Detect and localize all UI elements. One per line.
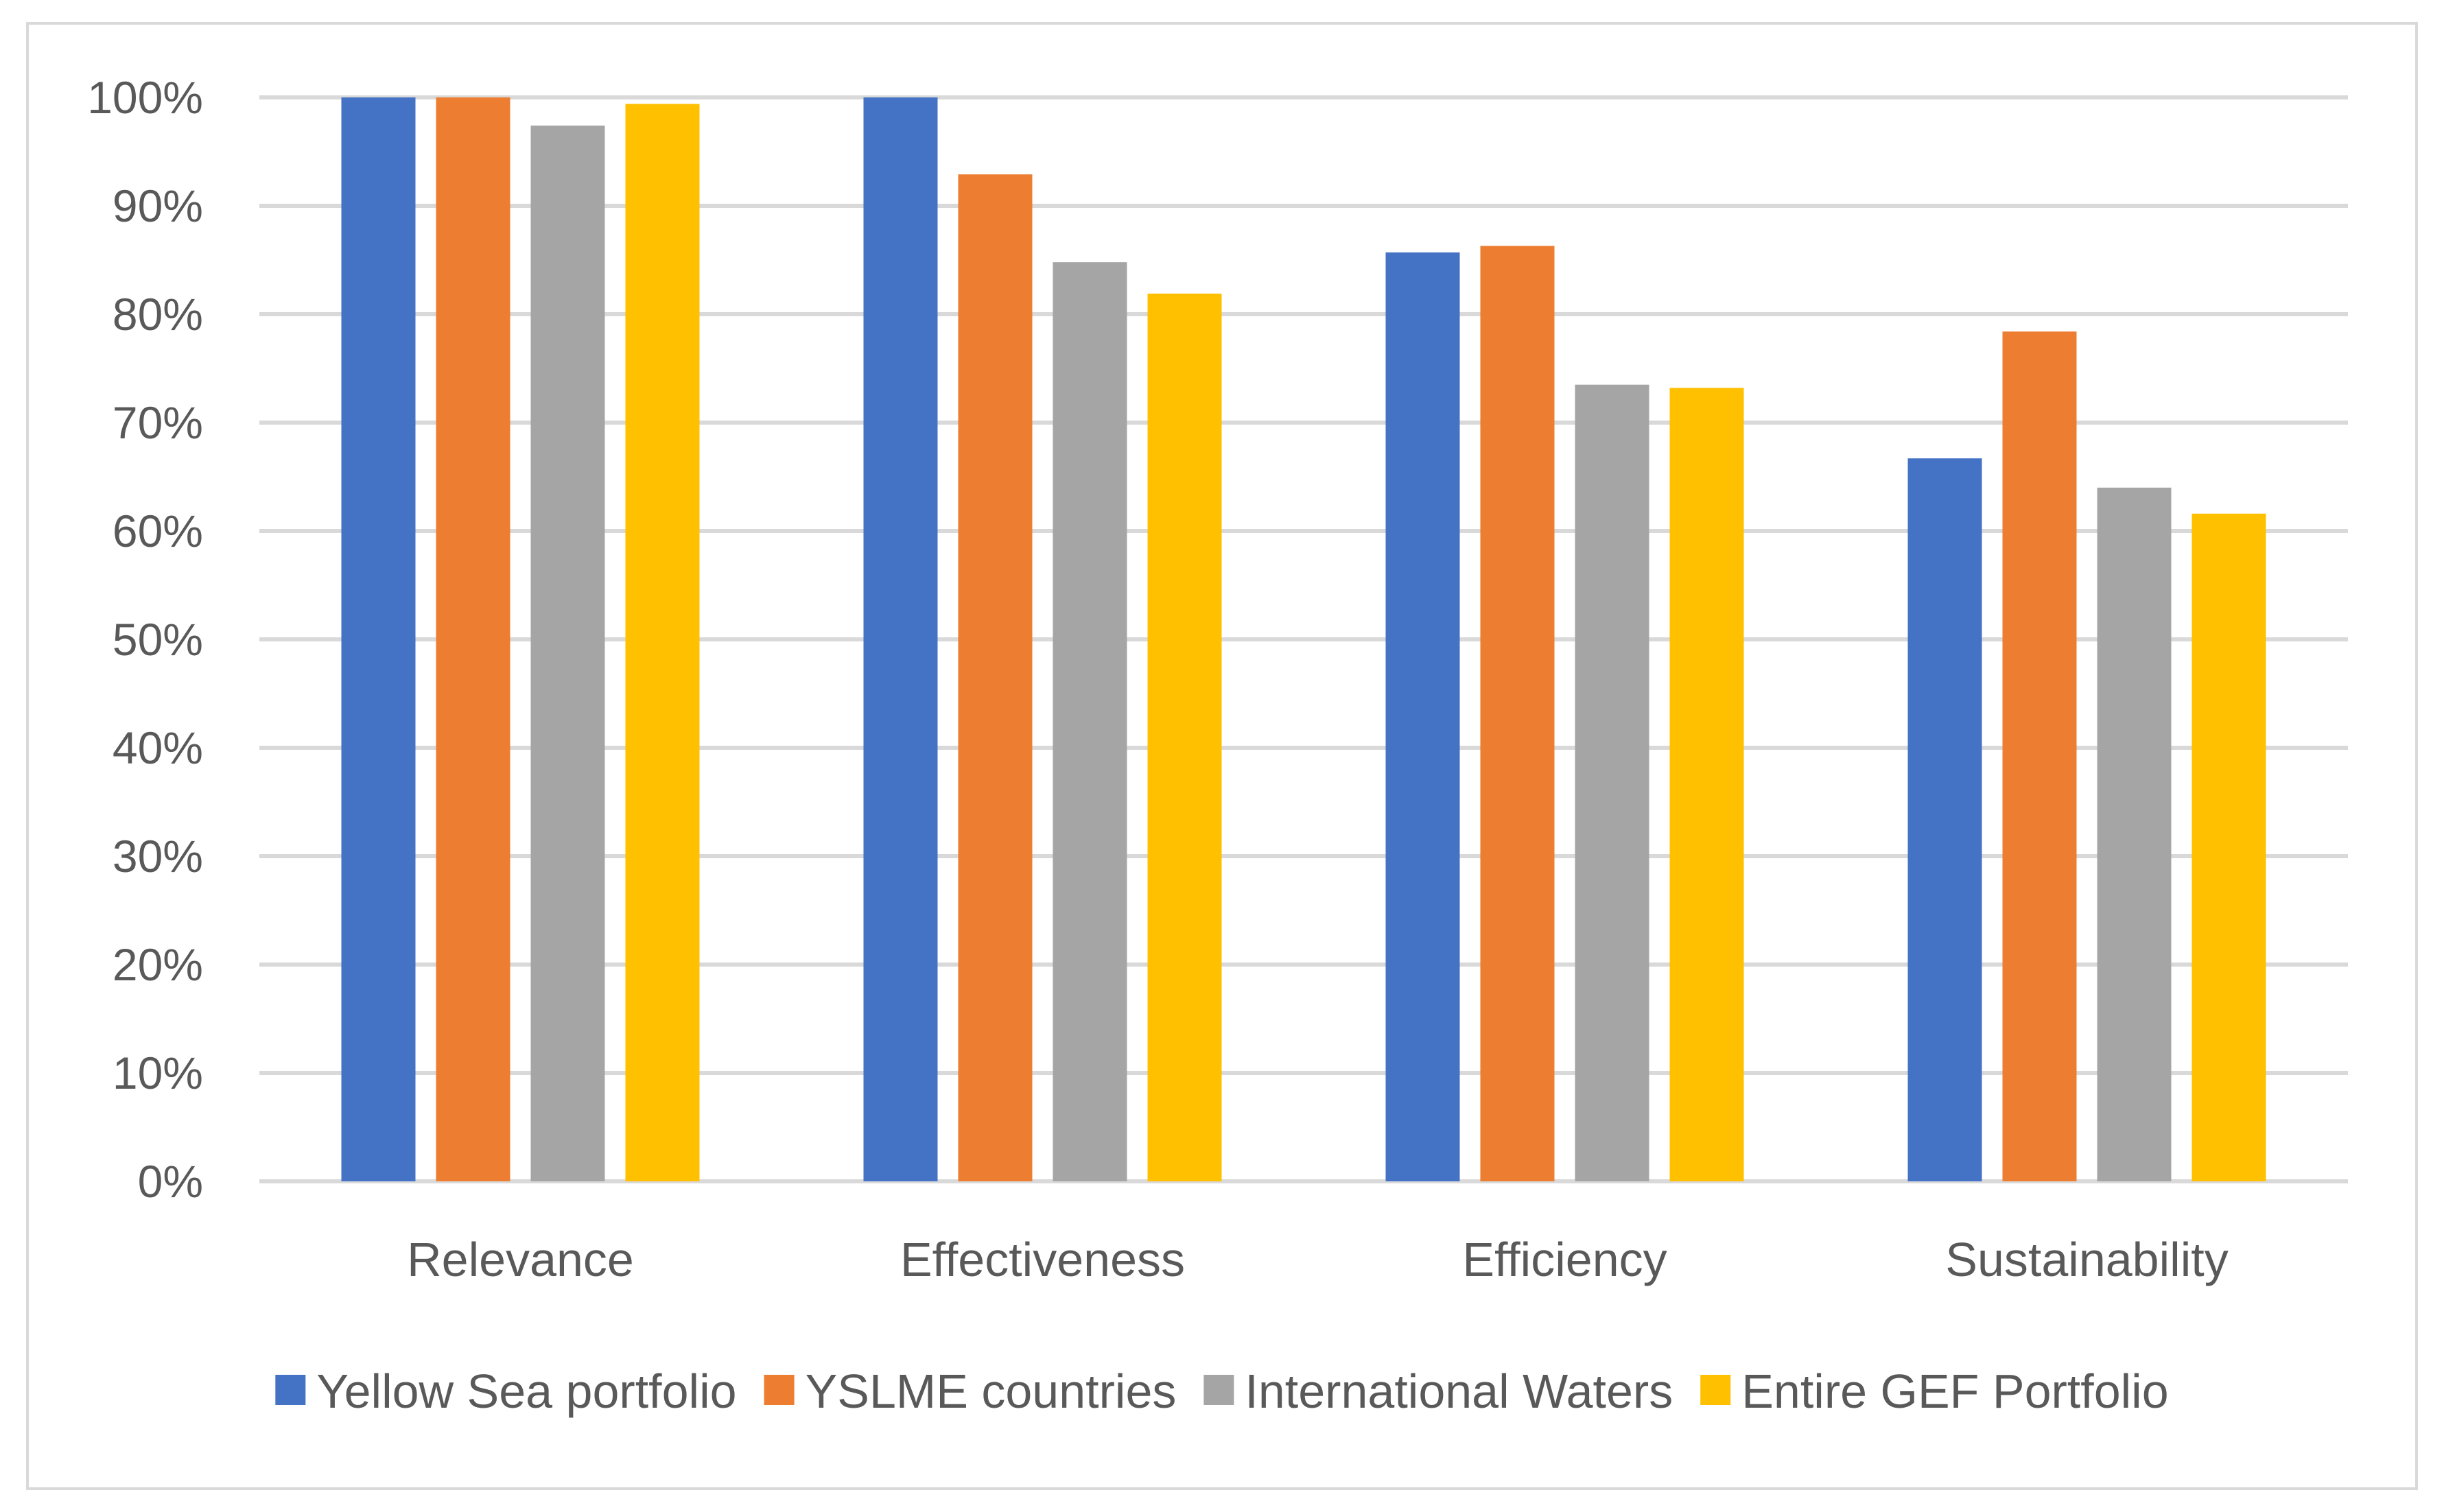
bar-relevance-international-waters [530, 126, 605, 1182]
x-axis-category-labels: Relevance Effectiveness Efficiency Sustaina… [407, 1233, 2229, 1286]
y-tick-label: 60% [113, 506, 203, 556]
x-tick-label-relevance: Relevance [407, 1233, 634, 1286]
bar-efficiency-entire-gef-portfolio [1669, 388, 1744, 1182]
y-axis-tick-labels: 0% 10% 20% 30% 40% 50% 60% 70% 80% 90% 100% [87, 72, 203, 1207]
legend-item: Entire GEF Portfolio [1700, 1365, 2169, 1418]
legend-swatch [275, 1375, 306, 1405]
y-tick-label: 50% [113, 614, 203, 665]
y-tick-label: 0% [138, 1156, 203, 1207]
bar-effectiveness-entire-gef-portfolio [1147, 293, 1222, 1182]
x-tick-label-efficiency: Efficiency [1462, 1233, 1667, 1286]
bar-efficiency-yellow-sea-portfolio [1385, 252, 1460, 1182]
bar-sustainability-yellow-sea-portfolio [1907, 458, 1982, 1181]
bar-sustainability-yslme-countries [2002, 331, 2077, 1181]
legend-swatch [1700, 1375, 1731, 1405]
bar-relevance-entire-gef-portfolio [625, 104, 700, 1182]
legend-label: YSLME countries [806, 1365, 1177, 1418]
y-tick-label: 40% [113, 722, 203, 773]
bar-efficiency-yslme-countries [1480, 246, 1555, 1182]
y-tick-label: 70% [113, 397, 203, 448]
x-tick-label-sustainability: Sustainability [1945, 1233, 2228, 1286]
bar-relevance-yellow-sea-portfolio [341, 97, 416, 1181]
legend-item: Yellow Sea portfolio [275, 1365, 737, 1418]
bar-sustainability-entire-gef-portfolio [2192, 513, 2266, 1181]
bar-effectiveness-yslme-countries [958, 174, 1033, 1182]
x-tick-label-effectiveness: Effectiveness [900, 1233, 1185, 1286]
y-tick-label: 20% [113, 939, 203, 990]
gridlines [259, 95, 2348, 1183]
legend-swatch [764, 1375, 795, 1405]
legend-item: YSLME countries [764, 1365, 1177, 1418]
y-tick-label: 30% [113, 831, 203, 882]
legend-label: International Waters [1245, 1365, 1673, 1418]
y-tick-label: 100% [87, 72, 203, 123]
bar-relevance-yslme-countries [436, 97, 510, 1181]
bars [341, 97, 2266, 1182]
bar-efficiency-international-waters [1575, 384, 1649, 1182]
y-tick-label: 90% [113, 180, 203, 231]
bar-sustainability-international-waters [2097, 487, 2172, 1181]
legend-label: Yellow Sea portfolio [316, 1365, 736, 1418]
legend-item: International Waters [1203, 1365, 1673, 1418]
bar-effectiveness-international-waters [1053, 262, 1127, 1181]
y-tick-label: 10% [113, 1048, 203, 1098]
legend: Yellow Sea portfolio YSLME countries Inter… [275, 1365, 2169, 1418]
y-tick-label: 80% [113, 289, 203, 340]
legend-label: Entire GEF Portfolio [1741, 1365, 2168, 1418]
legend-swatch [1203, 1375, 1234, 1405]
bar-effectiveness-yellow-sea-portfolio [863, 97, 938, 1181]
